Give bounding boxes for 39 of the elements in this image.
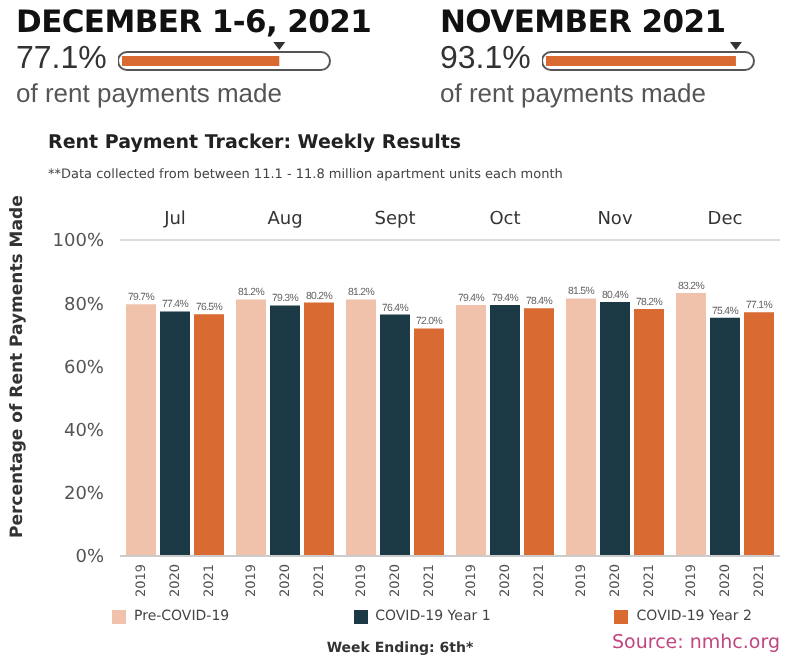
x-tick-label: Nov (597, 210, 634, 230)
y-tick-label: 60% (63, 358, 105, 379)
bar (456, 305, 486, 556)
bar (160, 311, 190, 556)
bar (744, 312, 774, 556)
y-tick-label: 80% (63, 295, 105, 316)
text: of rent payments made (440, 78, 708, 108)
bar (126, 304, 156, 556)
bar (380, 314, 410, 556)
y-tick-label: 0% (75, 548, 105, 569)
bar (304, 302, 334, 556)
y-tick-label: 40% (63, 421, 105, 442)
bar (676, 293, 706, 556)
text: 93.1% (440, 42, 531, 78)
text: of rent payments made (16, 78, 284, 108)
bar (414, 328, 444, 556)
bar (710, 317, 740, 556)
bar (346, 299, 376, 556)
bar (270, 305, 300, 556)
chart-title: Rent Payment Tracker: Weekly Results (48, 132, 462, 154)
x-tick-label: Jul (162, 210, 186, 230)
text: NOVEMBER 2021 (440, 4, 728, 40)
text: 77.1% (16, 42, 107, 78)
source-note: Source: nmhc.org (612, 632, 780, 654)
x-tick-label: Sept (374, 210, 417, 230)
bar (600, 301, 630, 556)
bar (524, 308, 554, 556)
bar (634, 308, 664, 556)
text: DECEMBER 1-6, 2021 (16, 4, 374, 40)
bar (236, 299, 266, 556)
y-tick-label: 100% (52, 232, 105, 253)
x-tick-label: Aug (267, 210, 303, 230)
bar (566, 298, 596, 556)
y-tick-label: 20% (63, 485, 105, 506)
bar (194, 314, 224, 556)
x-tick-label: Oct (489, 210, 522, 230)
y-axis-title: Percentage of Rent Payments Made (8, 194, 29, 538)
bar (490, 305, 520, 556)
x-tick-label: Dec (707, 210, 743, 230)
